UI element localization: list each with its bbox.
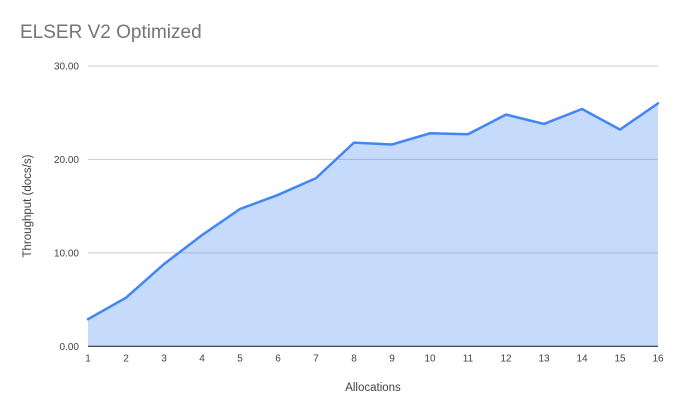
y-tick-label: 20.00: [54, 155, 79, 166]
x-tick-label: 6: [275, 353, 281, 364]
x-tick-label: 15: [614, 353, 626, 364]
x-axis-title: Allocations: [345, 382, 401, 394]
y-tick-label: 0.00: [60, 342, 80, 353]
x-tick-label: 4: [199, 353, 205, 364]
y-tick-label: 10.00: [54, 248, 79, 259]
series-area-fill: [88, 103, 658, 347]
x-tick-label: 1: [85, 353, 91, 364]
x-tick-label: 8: [351, 353, 357, 364]
x-tick-label: 12: [500, 353, 512, 364]
series-line: [86, 102, 660, 321]
x-tick-label: 11: [463, 353, 474, 364]
x-tick-label: 7: [313, 353, 319, 364]
x-tick-label: 14: [576, 353, 588, 364]
x-tick-label: 13: [538, 353, 550, 364]
y-tick-label: 30.00: [54, 62, 79, 73]
chart-title: ELSER V2 Optimized: [20, 22, 202, 43]
x-tick-label: 5: [237, 353, 243, 364]
x-tick-label: 16: [652, 353, 664, 364]
x-tick-label: 2: [123, 353, 129, 364]
x-tick-label: 3: [161, 353, 167, 364]
x-tick-label: 9: [389, 353, 395, 364]
x-tick-label: 10: [424, 353, 436, 364]
